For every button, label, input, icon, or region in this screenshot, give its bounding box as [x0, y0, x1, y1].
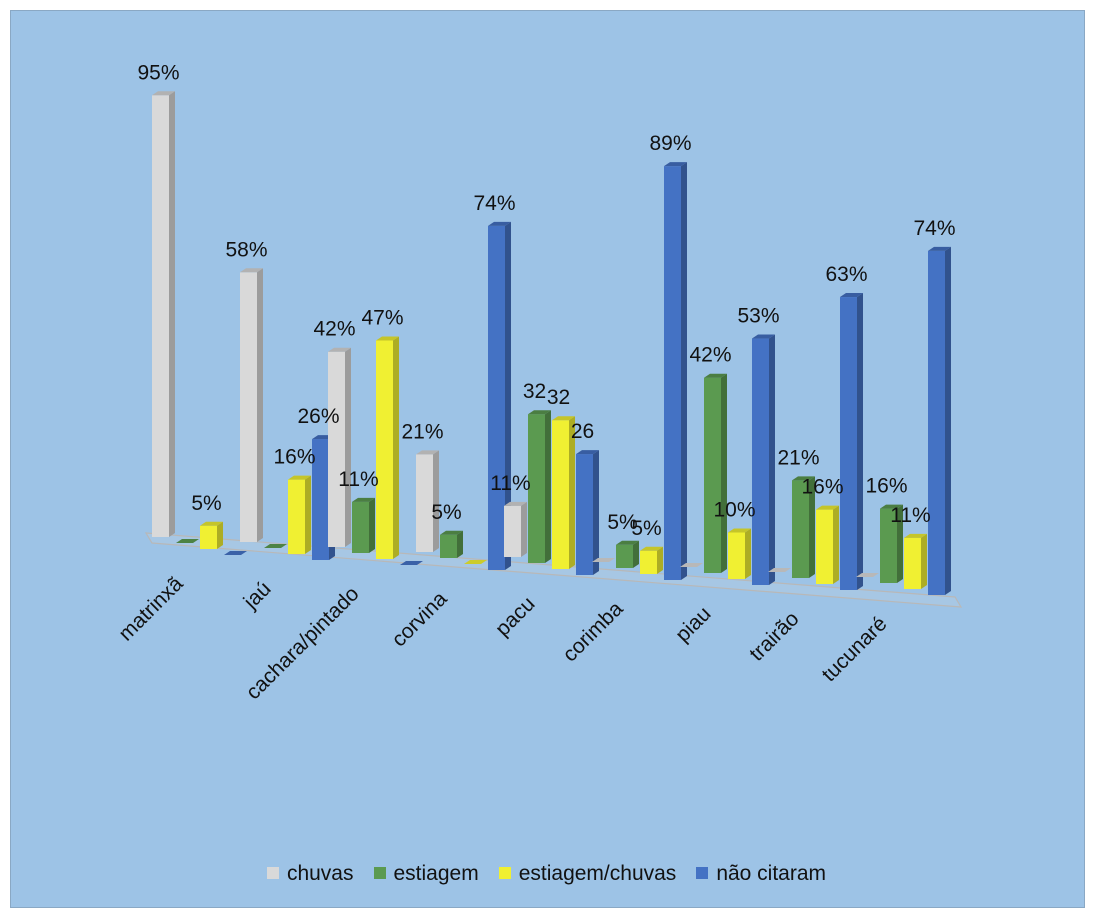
bar-chuvas-4: [504, 501, 527, 557]
bar-chuvas-1: [240, 268, 263, 542]
data-label: 95%: [137, 61, 179, 84]
bar-chuvas-6: [680, 563, 703, 567]
bar-n-o-citaram-6: [752, 334, 775, 585]
category-label: matrinxã: [114, 572, 187, 645]
bar-estiagem-5: [616, 540, 639, 568]
category-label: corvina: [387, 587, 451, 651]
legend-label: estiagem/chuvas: [518, 862, 677, 885]
data-label: 58%: [225, 238, 267, 261]
bars-group: [152, 91, 951, 595]
bar-n-o-citaram-7: [840, 293, 863, 590]
legend-swatch: [696, 867, 709, 879]
bar-estiagem-chuvas-7: [816, 505, 839, 584]
data-label: 26%: [297, 405, 339, 428]
category-label: trairão: [745, 607, 803, 665]
data-label: 26: [571, 420, 594, 443]
data-label: 11%: [490, 472, 530, 495]
legend-label: estiagem: [393, 862, 479, 885]
data-label: 32: [523, 380, 546, 403]
data-label: 63%: [825, 263, 867, 286]
legend-swatch: [373, 867, 386, 879]
data-label: 89%: [649, 132, 691, 155]
bar-estiagem-6: [704, 373, 727, 573]
bar-estiagem-7: [792, 476, 815, 578]
bar-estiagem-chuvas-3: [464, 560, 487, 564]
data-label: 74%: [913, 217, 955, 240]
data-label: 74%: [473, 192, 515, 215]
bar-estiagem-chuvas-1: [288, 475, 311, 554]
category-label: jaú: [239, 577, 276, 614]
bar-chuvas-3: [416, 450, 439, 552]
bar-estiagem-3: [440, 530, 463, 558]
legend-item: estiagem: [373, 862, 479, 886]
bar-chuvas-8: [856, 573, 879, 577]
data-label: 16%: [801, 476, 843, 499]
bar-chuvas-2: [328, 347, 351, 547]
bar-estiagem-chuvas-8: [904, 533, 927, 589]
bar-estiagem-chuvas-4: [552, 416, 575, 569]
data-label: 53%: [737, 305, 779, 328]
category-label: corimba: [558, 597, 627, 666]
data-label: 5%: [431, 501, 461, 524]
legend-swatch: [498, 867, 511, 879]
legend-label: não citaram: [716, 862, 827, 885]
legend: chuvas estiagem estiagem/chuvas não citaram: [0, 862, 1093, 886]
data-label: 42%: [313, 318, 355, 341]
data-label: 11%: [338, 468, 378, 491]
data-label: 16%: [273, 446, 315, 469]
category-label: pacu: [491, 592, 539, 640]
data-label: 42%: [689, 344, 731, 367]
bar-estiagem-chuvas-0: [200, 521, 223, 549]
legend-item: não citaram: [696, 862, 826, 886]
bar-chuvas-5: [592, 558, 615, 562]
data-label: 5%: [607, 511, 637, 534]
data-label: 16%: [865, 475, 907, 498]
bar-estiagem-8: [880, 504, 903, 583]
bar-estiagem-chuvas-2: [376, 336, 399, 559]
legend-item: estiagem/chuvas: [498, 862, 677, 886]
bar-n-o-citaram-8: [928, 246, 951, 595]
bar-n-o-citaram-3: [488, 221, 511, 570]
data-label: 11%: [890, 504, 930, 527]
bar-estiagem-2: [352, 497, 375, 553]
bar-n-o-citaram-2: [400, 561, 423, 565]
bar-chuvas-7: [768, 568, 791, 572]
legend-item: chuvas: [266, 862, 354, 886]
data-label: 5%: [191, 492, 221, 515]
bar-n-o-citaram-4: [576, 450, 599, 575]
bar-n-o-citaram-5: [664, 162, 687, 580]
data-label: 21%: [401, 420, 443, 443]
data-label: 10%: [713, 499, 755, 522]
data-label: 21%: [777, 446, 819, 469]
category-label: tucunaré: [817, 612, 891, 686]
legend-swatch: [266, 867, 279, 879]
value-labels-group: 95%5%58%16%26%42%11%47%21%5%74%11%32 3226…: [137, 61, 955, 540]
bar-n-o-citaram-0: [224, 551, 247, 555]
bar-chuvas-0: [152, 91, 175, 537]
bar-estiagem-chuvas-6: [728, 528, 751, 579]
data-label: 32: [547, 386, 570, 409]
bar-estiagem-0: [176, 539, 199, 543]
category-label: piau: [671, 602, 715, 646]
bar-estiagem-chuvas-5: [640, 546, 663, 574]
bar-estiagem-1: [264, 544, 287, 548]
data-label: 47%: [361, 306, 403, 329]
data-label: 5%: [631, 517, 661, 540]
legend-label: chuvas: [286, 862, 354, 885]
bar-estiagem-4: [528, 410, 551, 563]
